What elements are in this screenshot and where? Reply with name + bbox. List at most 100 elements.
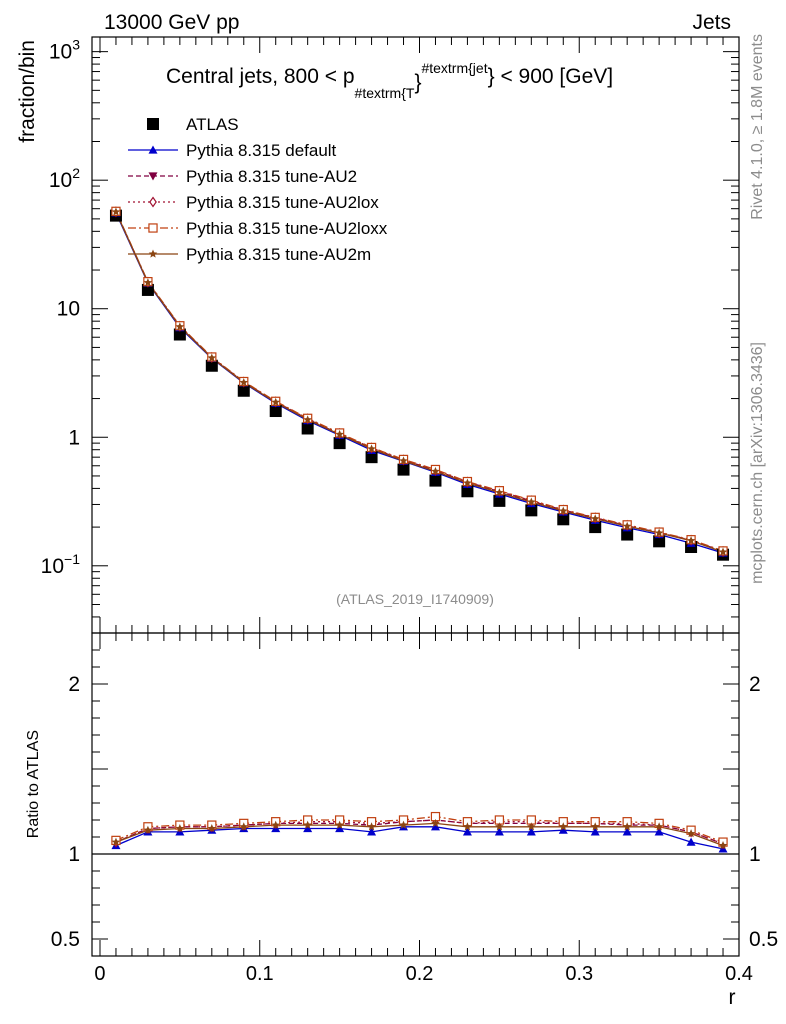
- ratio-point: [718, 841, 728, 850]
- series-point: [686, 536, 696, 545]
- ratio-point: [590, 822, 600, 831]
- legend-marker: [148, 145, 158, 154]
- series-point: [495, 488, 504, 497]
- x-tick-label: 0: [94, 963, 105, 985]
- legend-label: Pythia 8.315 tune-AU2m: [186, 245, 371, 264]
- series-line-main: [115, 211, 724, 553]
- data-point: [205, 359, 218, 372]
- legend-label: Pythia 8.315 tune-AU2: [186, 167, 357, 186]
- data-point: [333, 437, 346, 450]
- data-point: [269, 405, 282, 418]
- data-point: [173, 328, 186, 341]
- series-line-ratio: [115, 815, 724, 843]
- series-point: [367, 444, 376, 453]
- data-point: [301, 422, 314, 435]
- ratio-point: [622, 822, 632, 831]
- energy-label: 13000 GeV pp: [104, 11, 239, 34]
- ratio-point: [527, 822, 536, 831]
- y-tick-label: 103: [49, 37, 80, 64]
- ratio-point: [590, 827, 600, 836]
- x-tick-label: 0.3: [565, 963, 593, 985]
- legend: ATLAS Pythia 8.315 default Pythia 8.315 tu…: [128, 115, 388, 264]
- series-point: [654, 528, 664, 537]
- legend-marker-data: [147, 118, 159, 130]
- legend-marker: [148, 223, 158, 233]
- legend-marker: [148, 172, 158, 181]
- legend-marker: [148, 249, 158, 258]
- ratio-point: [686, 837, 696, 846]
- y-tick-label: 1: [68, 426, 80, 449]
- title-brace2: }: [488, 65, 495, 88]
- series-point: [271, 397, 280, 406]
- ratio-point: [558, 822, 568, 831]
- ratio-y-tick-label: 0.5: [51, 928, 80, 951]
- series-point: [303, 415, 312, 424]
- ratio-point: [463, 822, 472, 831]
- legend-label: Pythia 8.315 tune-AU2lox: [186, 193, 379, 212]
- x-tick-label: 0.2: [406, 963, 434, 985]
- x-axis-label: r: [729, 986, 736, 1009]
- series-point: [239, 377, 249, 387]
- series-point: [622, 521, 632, 530]
- ratio-point: [367, 827, 377, 836]
- ratio-axis-ticks: 0 0.1 0.2 0.3 0.4 2 2 1 1 0.5 0.5: [51, 632, 778, 985]
- ratio-point: [335, 820, 344, 829]
- data-point: [589, 521, 602, 534]
- ratio-point: [430, 822, 440, 831]
- ratio-point: [526, 827, 536, 836]
- y-axis-label: fraction/bin: [16, 40, 39, 143]
- ratio-point: [431, 818, 440, 828]
- title-sup: #textrm{jet: [421, 60, 487, 76]
- data-point: [557, 513, 570, 526]
- ratio-point: [207, 824, 217, 833]
- y-tick-base: 10: [41, 555, 64, 578]
- rivet-label: Rivet 4.1.0, ≥ 1.8M events: [749, 34, 766, 220]
- y-tick-base: 10: [49, 41, 72, 64]
- series-point: [175, 322, 185, 331]
- legend-marker: [149, 196, 157, 208]
- x-tick-label: 0.4: [725, 963, 753, 985]
- data-point: [397, 463, 410, 476]
- title-sub: #textrm{T: [355, 85, 415, 101]
- ratio-y-tick-label: 1: [68, 843, 80, 866]
- data-point: [621, 528, 634, 541]
- ratio-point: [558, 825, 568, 834]
- series-point: [335, 429, 344, 439]
- ratio-y-tick-label: 2: [68, 673, 80, 696]
- ratio-y-tick-label-right: 2: [749, 673, 761, 696]
- series-line-ratio: [115, 822, 724, 847]
- x-tick-label: 0.1: [246, 963, 274, 985]
- data-point: [365, 451, 378, 464]
- ratio-y-tick-label-right: 1: [749, 843, 761, 866]
- series-point: [431, 466, 440, 475]
- series-line-ratio: [115, 819, 724, 845]
- series-point: [527, 497, 536, 506]
- legend-label: Pythia 8.315 tune-AU2loxx: [186, 219, 388, 238]
- series-line-ratio: [115, 826, 724, 850]
- data-point: [429, 474, 442, 487]
- ratio-frame: [91, 632, 740, 957]
- series-point: [111, 207, 121, 216]
- title-brace1: }: [414, 71, 421, 94]
- y-tick-label: 10−1: [41, 551, 81, 578]
- legend-label: Pythia 8.315 default: [186, 141, 337, 160]
- legend-label-data: ATLAS: [186, 115, 239, 134]
- ratio-point: [367, 822, 376, 831]
- ratio-y-axis-label: Ratio to ATLAS: [25, 730, 42, 838]
- ratio-point: [462, 827, 472, 836]
- ratio-point: [494, 827, 504, 836]
- y-tick-label: 102: [49, 165, 80, 192]
- series-point: [399, 456, 408, 465]
- plot-title: Central jets, 800 < p#textrm{T}#textrm{j…: [166, 60, 613, 101]
- series-point: [718, 547, 728, 556]
- ratio-point: [111, 837, 121, 846]
- series-point: [143, 278, 153, 287]
- ratio-point: [271, 820, 280, 829]
- ratio-point: [654, 827, 664, 836]
- ratio-point: [495, 822, 504, 831]
- title-prefix: Central jets, 800 < p: [166, 65, 355, 88]
- y-tick-exp: 3: [72, 37, 80, 53]
- process-label: Jets: [692, 11, 731, 34]
- mcplots-label: mcplots.cern.ch [arXiv:1306.3436]: [749, 342, 766, 584]
